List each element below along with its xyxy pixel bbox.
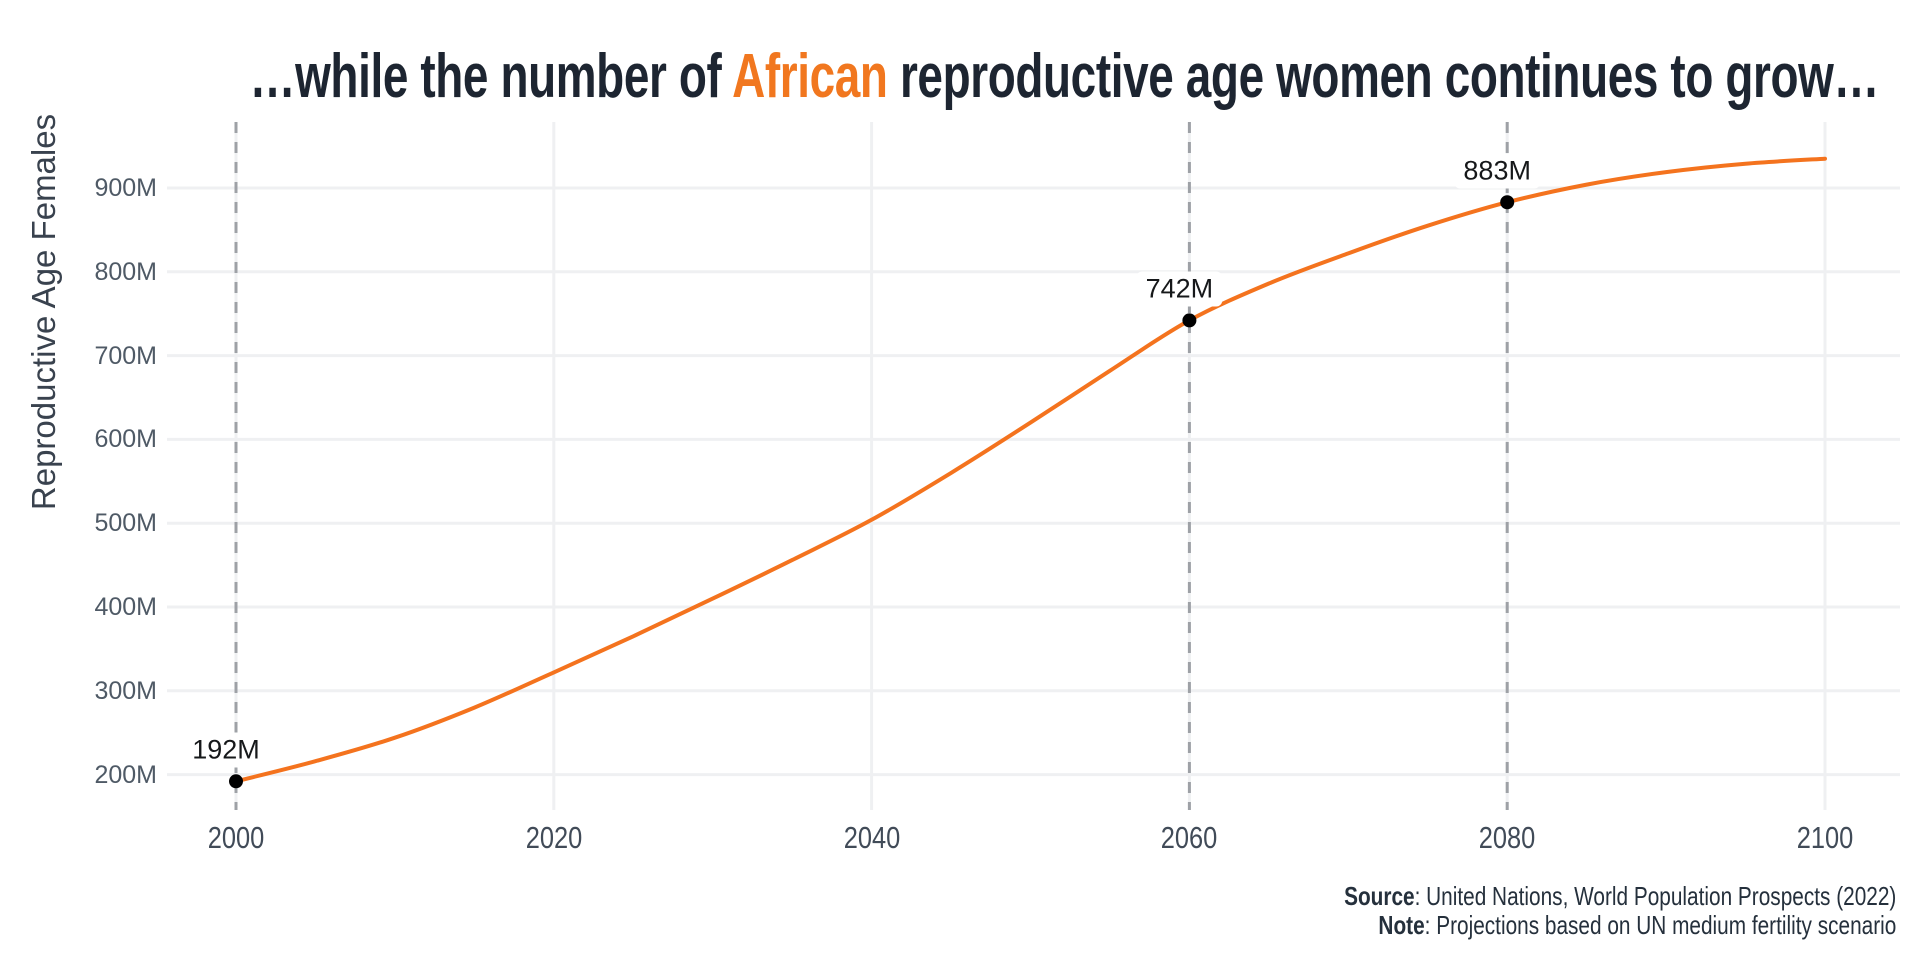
x-tick-2040: 2040 <box>843 820 900 855</box>
caption-note-text: : Projections based on UN medium fertili… <box>1424 910 1896 940</box>
x-tick-2060: 2060 <box>1161 820 1218 855</box>
data-label-192M: 192M <box>183 732 269 768</box>
point-883M <box>1500 195 1515 210</box>
dashed-marker-lines <box>234 122 1509 810</box>
caption-note-label: Note <box>1378 910 1425 940</box>
y-tick-600M: 600M <box>94 425 157 454</box>
page-title: …while the number of African reproductiv… <box>250 46 1880 108</box>
x-tick-2080: 2080 <box>1478 820 1536 855</box>
population-line <box>234 156 1827 784</box>
title-highlight: African <box>732 42 888 111</box>
x-tick-2020: 2020 <box>525 820 583 855</box>
data-points <box>229 195 1515 789</box>
y-tick-700M: 700M <box>94 341 157 370</box>
y-tick-900M: 900M <box>94 174 157 202</box>
x-tick-2100: 2100 <box>1796 820 1854 855</box>
y-tick-500M: 500M <box>94 509 157 538</box>
y-tick-800M: 800M <box>94 257 157 286</box>
title-suffix: reproductive age women continues to grow… <box>887 42 1879 111</box>
point-742M <box>1182 313 1197 328</box>
caption: Source: United Nations, World Population… <box>1344 882 1896 940</box>
x-tick-2000: 2000 <box>207 820 265 855</box>
caption-source-line: Source: United Nations, World Population… <box>1344 882 1896 911</box>
horizontal-gridlines <box>167 186 1900 777</box>
y-tick-400M: 400M <box>94 593 157 621</box>
caption-source-label: Source <box>1343 881 1415 911</box>
caption-note-line: Note: Projections based on UN medium fer… <box>1344 911 1896 940</box>
data-label-742M: 742M <box>1136 271 1223 307</box>
caption-source-text: : United Nations, World Population Prosp… <box>1414 881 1896 911</box>
y-tick-300M: 300M <box>94 676 157 705</box>
y-tick-200M: 200M <box>94 760 157 789</box>
title-prefix: …while the number of <box>249 42 733 111</box>
data-label-883M: 883M <box>1454 153 1540 189</box>
point-192M <box>229 774 243 789</box>
